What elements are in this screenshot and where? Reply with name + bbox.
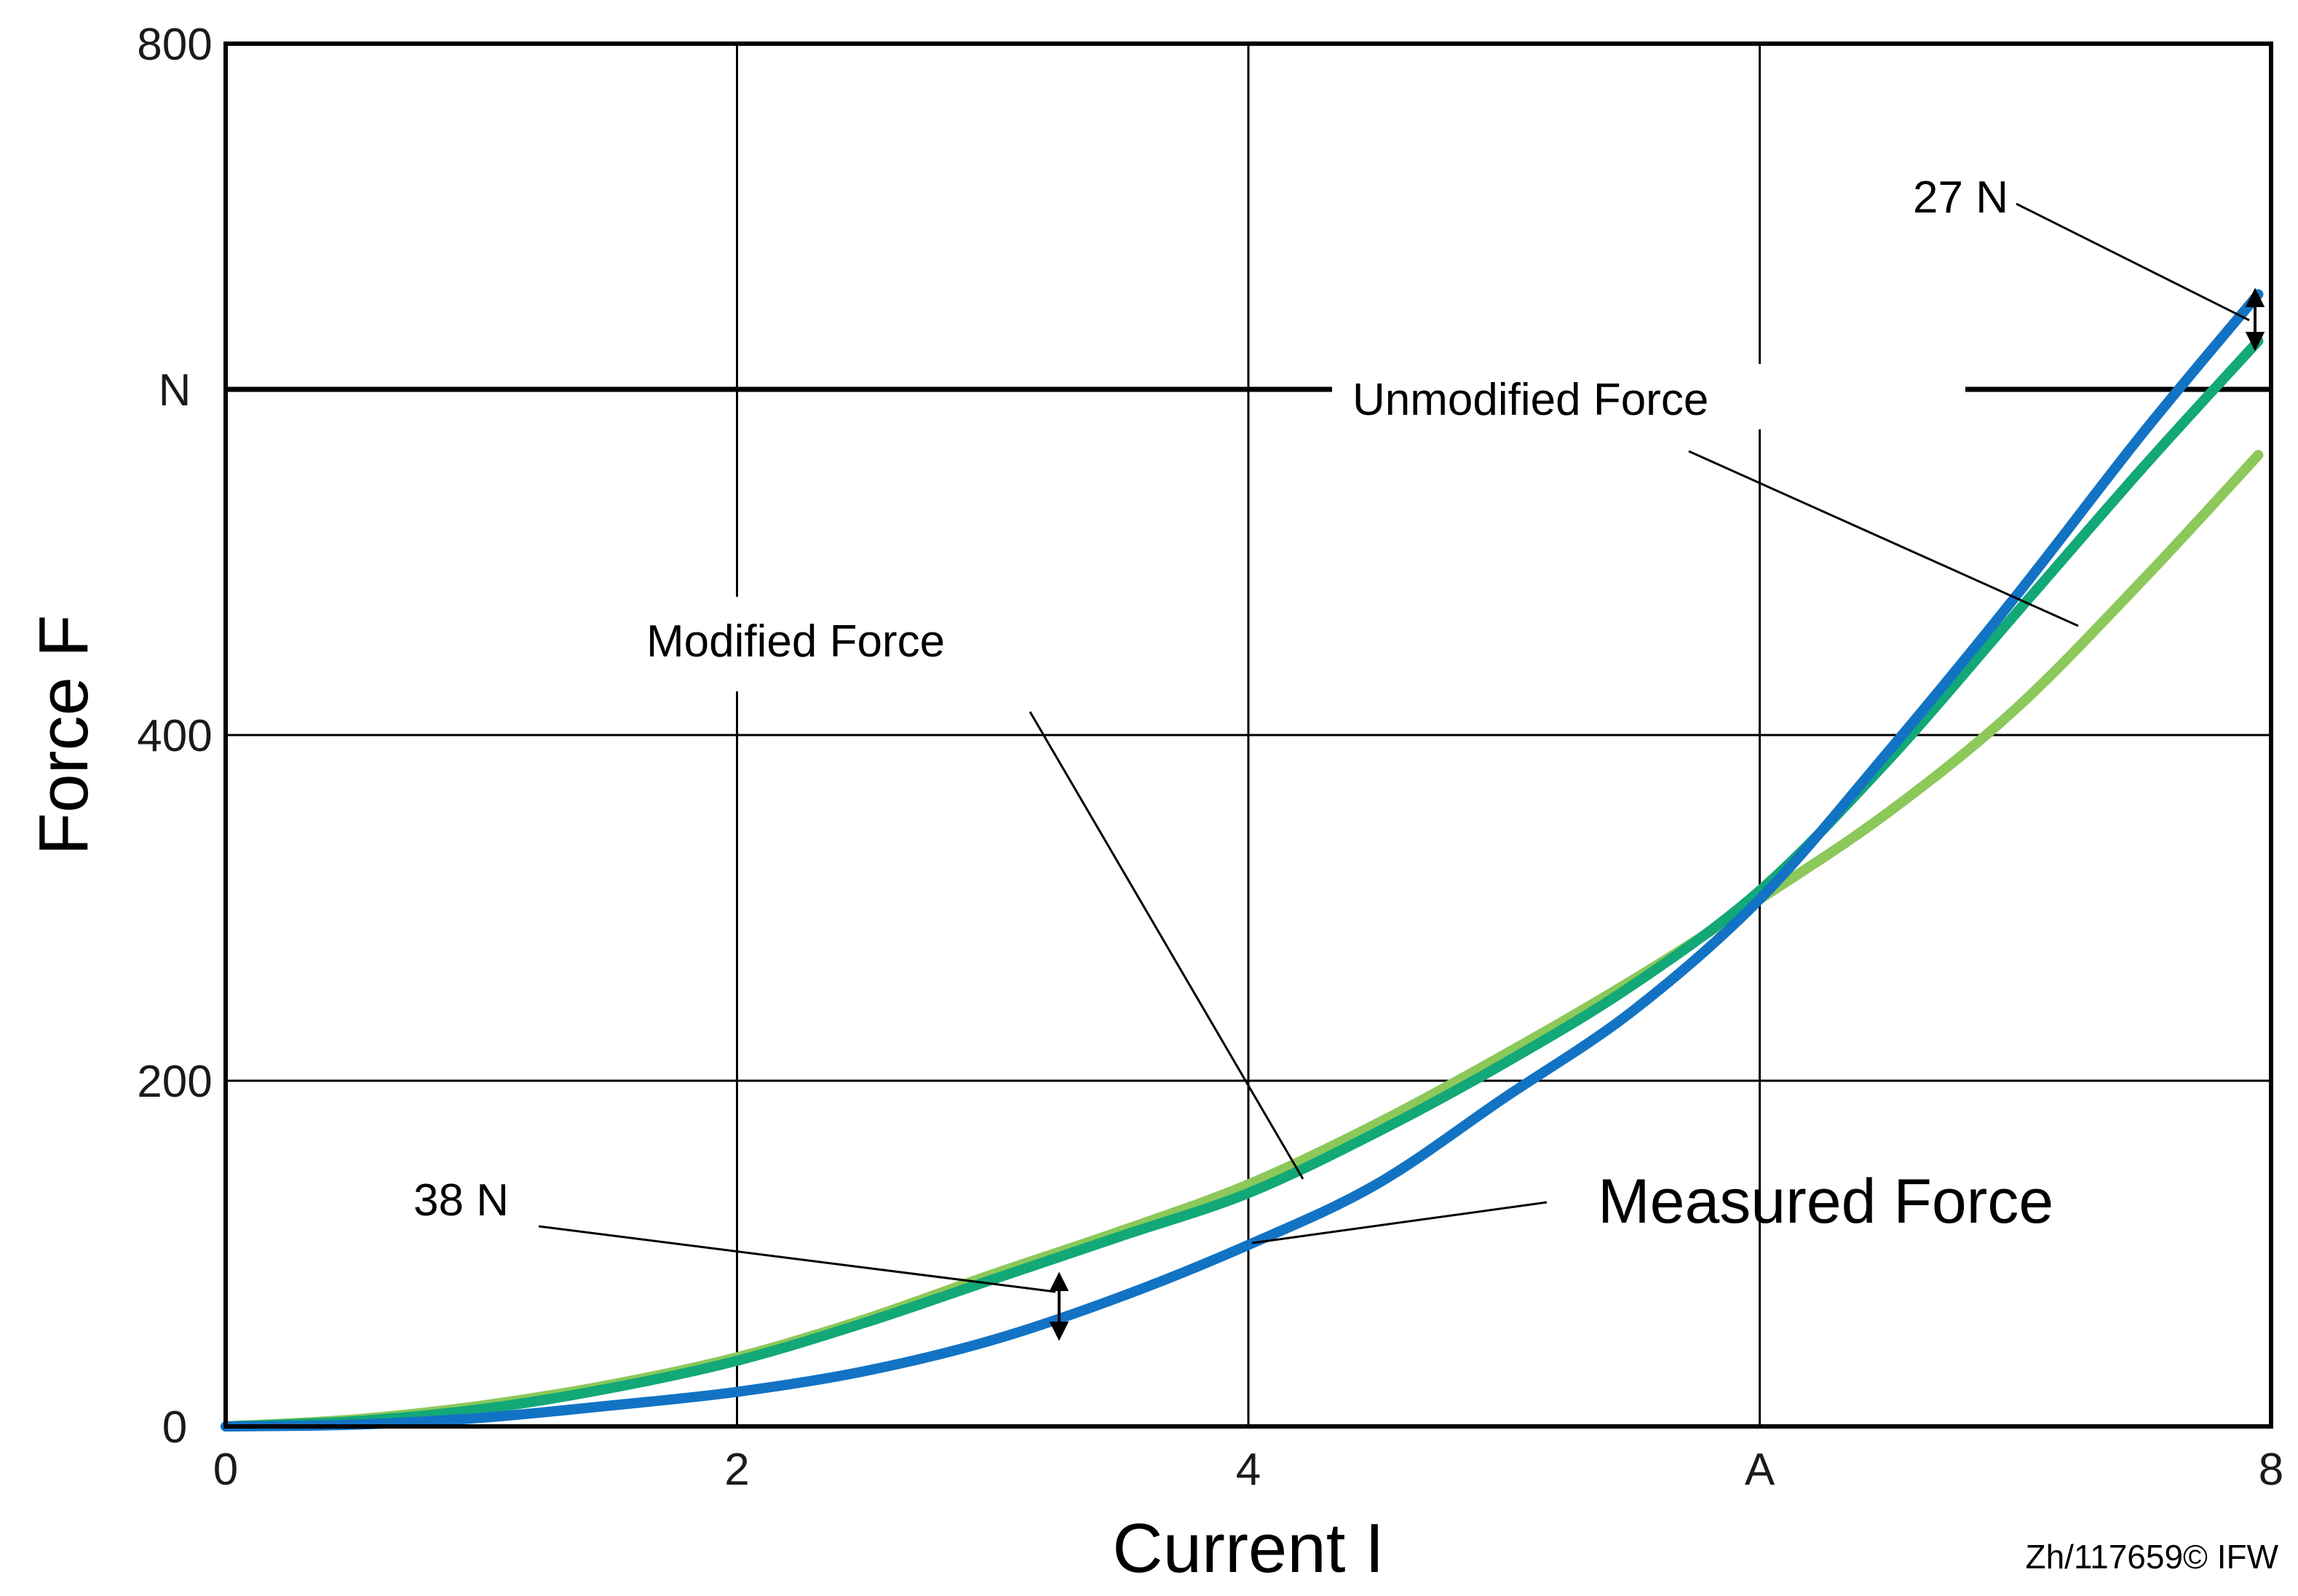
annotation-unmodified-force: Unmodified Force xyxy=(1352,375,1708,425)
x-tick-label-3: A xyxy=(1745,1445,1775,1495)
x-tick-label-0: 0 xyxy=(213,1445,238,1495)
annotation-diff-27: 27 N xyxy=(1913,172,2008,223)
difference-arrows xyxy=(1049,287,2265,1341)
x-tick-label-4: 8 xyxy=(2259,1445,2283,1495)
series-line-measured-force xyxy=(221,289,2264,1432)
annotation-modified-force: Modified Force xyxy=(646,616,945,667)
copyright-text: Zh/117659© IFW xyxy=(2025,1538,2278,1576)
y-tick-label-4: 800 xyxy=(137,20,212,70)
x-tick-label-2: 4 xyxy=(1236,1445,1261,1495)
y-tick-labels: 0 200 400 N 800 xyxy=(137,20,212,1453)
x-axis-title: Current I xyxy=(1112,1509,1384,1587)
y-tick-label-0: 0 xyxy=(162,1402,187,1453)
leader-lines xyxy=(538,202,2250,1293)
y-tick-label-3: N xyxy=(159,365,191,416)
x-tick-label-1: 2 xyxy=(724,1445,749,1495)
annotation-measured-force: Measured Force xyxy=(1598,1167,2053,1236)
annotation-diff-38: 38 N xyxy=(413,1175,509,1226)
y-tick-label-1: 200 xyxy=(137,1057,212,1107)
x-tick-labels: 0 2 4 A 8 xyxy=(213,1445,2283,1495)
y-tick-label-2: 400 xyxy=(137,711,212,761)
plot-frame xyxy=(223,41,2273,1429)
y-axis-title: Force F xyxy=(25,615,103,856)
